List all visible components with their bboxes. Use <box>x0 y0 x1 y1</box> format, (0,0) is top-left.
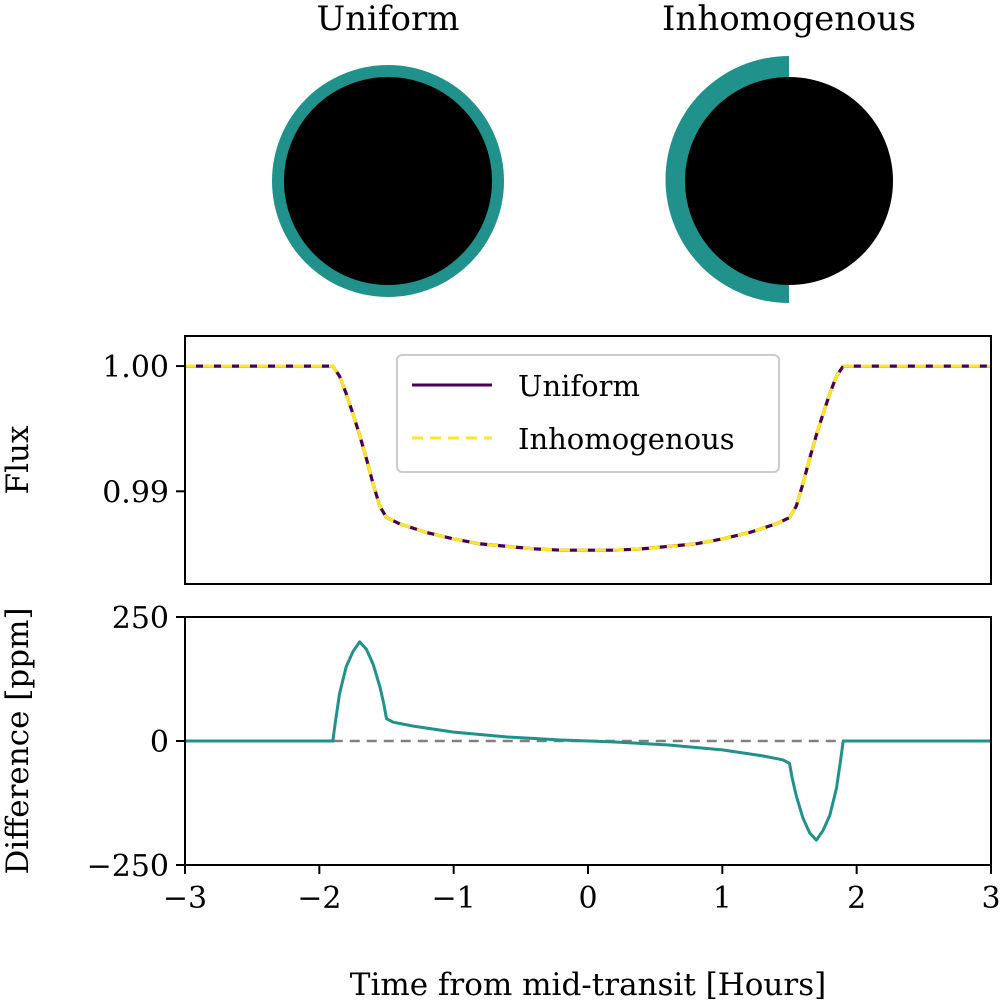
planet-diagrams: Uniform Inhomogenous <box>272 0 916 303</box>
difference-line <box>185 640 991 842</box>
flux-y-ticks: 0.99 1.00 <box>102 350 185 510</box>
x-tick-label: 0 <box>578 881 597 916</box>
difference-y-tick-label: −250 <box>87 849 169 884</box>
flux-y-axis-label: Flux <box>0 425 36 494</box>
difference-y-tick-label: 250 <box>112 601 169 636</box>
legend-uniform-label: Uniform <box>518 369 640 403</box>
difference-y-ticks: −250 0 250 <box>87 601 185 884</box>
difference-x-ticks: −3 −2 −1 0 1 2 3 <box>163 865 1000 916</box>
x-tick-label: −1 <box>432 881 476 916</box>
difference-panel: −250 0 250 −3 −2 −1 0 1 2 3 Difference [ppm] Tim… <box>0 601 1000 1003</box>
difference-y-tick-label: 0 <box>150 725 169 760</box>
difference-axes-frame <box>184 616 992 866</box>
inhomogenous-planet-disk <box>685 77 893 285</box>
inhomogenous-diagram-title: Inhomogenous <box>662 0 916 39</box>
difference-y-axis-label: Difference [ppm] <box>0 607 36 874</box>
legend-box <box>396 354 780 473</box>
flux-y-tick-label: 1.00 <box>102 350 169 385</box>
x-tick-label: 3 <box>981 881 1000 916</box>
flux-panel: 0.99 1.00 Flux Uniform Inhomogenous <box>0 335 992 585</box>
uniform-diagram-title: Uniform <box>317 0 460 39</box>
x-tick-label: −2 <box>297 881 341 916</box>
x-tick-label: 1 <box>713 881 732 916</box>
flux-line-inhomogenous <box>185 364 991 552</box>
flux-series <box>185 364 991 552</box>
x-axis-label: Time from mid-transit [Hours] <box>350 967 826 1003</box>
difference-series <box>185 640 991 842</box>
legend-inhomogenous-label: Inhomogenous <box>518 422 735 456</box>
flux-y-tick-label: 0.99 <box>102 475 169 510</box>
uniform-planet-disk <box>284 77 492 285</box>
flux-axes-frame <box>184 335 992 585</box>
x-tick-label: 2 <box>847 881 866 916</box>
legend: Uniform Inhomogenous <box>396 354 780 473</box>
x-tick-label: −3 <box>163 881 207 916</box>
